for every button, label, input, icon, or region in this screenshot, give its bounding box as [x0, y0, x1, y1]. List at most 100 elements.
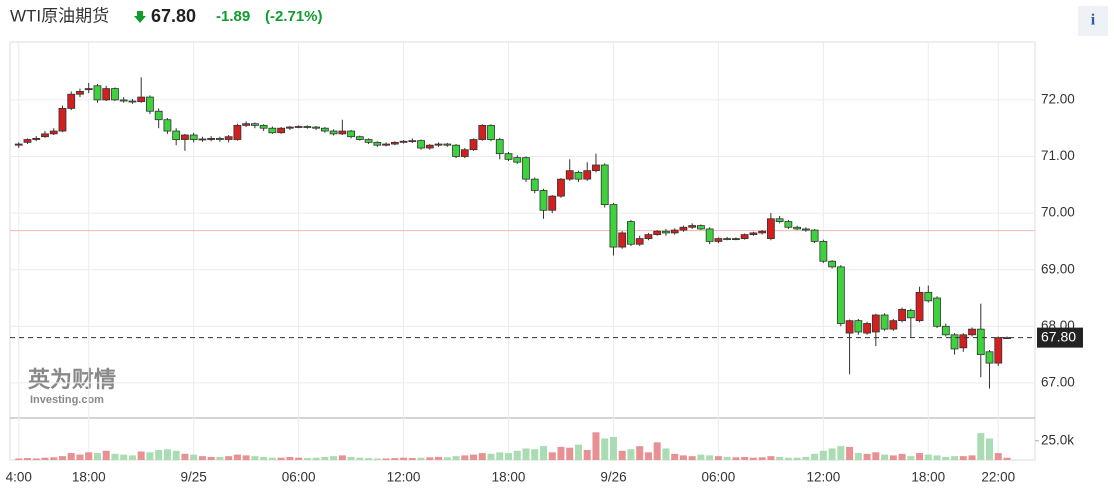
volume-bar	[916, 453, 924, 460]
last-price-label: 67.80	[1041, 328, 1076, 344]
volume-bar	[181, 453, 189, 460]
candle-body	[452, 144, 460, 157]
volume-bar	[373, 458, 381, 460]
volume-bar	[111, 453, 119, 460]
volume-bar	[408, 458, 416, 460]
volume-bar	[837, 446, 845, 460]
volume-bar	[977, 433, 985, 460]
volume-bar	[102, 450, 110, 460]
volume-bar	[163, 449, 171, 460]
candle-body	[758, 230, 767, 234]
candle-body	[959, 334, 968, 349]
x-tick-label: 22:00	[981, 470, 1015, 485]
candle-body	[312, 126, 321, 129]
candle-body	[784, 221, 793, 228]
y-tick-label: 71.00	[1041, 148, 1075, 163]
volume-bar	[802, 456, 810, 460]
candle-body	[14, 143, 23, 146]
volume-bar	[539, 446, 547, 460]
volume-bar	[601, 438, 609, 460]
candle-body	[364, 139, 373, 143]
volume-bar	[583, 450, 591, 460]
info-icon[interactable]: i	[1091, 12, 1096, 29]
x-tick-label: 18:00	[492, 470, 526, 485]
volume-bar	[41, 457, 49, 460]
candle-body	[84, 88, 93, 91]
volume-bar	[15, 458, 23, 460]
volume-bar	[23, 458, 31, 460]
volume-bar	[225, 456, 233, 460]
volume-bar	[679, 455, 687, 460]
volume-bar	[505, 453, 513, 460]
last-price-box	[1037, 327, 1083, 348]
volume-bar	[347, 456, 355, 460]
candle-body	[618, 232, 627, 248]
candle-body	[390, 141, 399, 145]
volume-bar	[391, 458, 399, 460]
candle-body	[460, 149, 469, 157]
y-tick-label: 69.00	[1041, 261, 1075, 276]
volume-bar	[662, 448, 670, 460]
volume-bar	[627, 449, 635, 460]
volume-bar	[994, 453, 1002, 460]
candle-body	[976, 328, 985, 356]
candle-body	[355, 136, 364, 140]
candle-body	[294, 126, 303, 128]
volume-bar	[452, 456, 460, 460]
candle-body	[548, 195, 557, 211]
candle-body	[49, 130, 58, 135]
candle-body	[565, 170, 574, 180]
candle-body	[740, 234, 749, 239]
candle-body	[320, 127, 329, 132]
candle-body	[863, 323, 871, 334]
volume-bar	[697, 454, 705, 460]
title: WTI原油期货	[10, 6, 109, 25]
candle-body	[723, 238, 732, 240]
candle-body	[530, 178, 539, 191]
volume-bar	[513, 450, 521, 460]
candle-body	[994, 337, 1003, 364]
candle-body	[32, 137, 41, 140]
candle-body	[338, 130, 347, 135]
volume-bar	[32, 458, 40, 460]
watermark: Investing.com	[30, 394, 104, 406]
volume-bar	[295, 457, 303, 460]
volume-bar	[435, 456, 443, 460]
y-tick-label: 70.00	[1041, 205, 1075, 220]
volume-bar	[242, 455, 250, 460]
volume-bar	[233, 454, 241, 460]
candle-body	[163, 119, 172, 132]
candle-body	[303, 126, 312, 128]
volume-bar	[216, 456, 224, 460]
volume-bar	[889, 455, 897, 460]
candle-body	[434, 143, 443, 146]
candle-body	[329, 130, 338, 135]
volume-bar	[653, 442, 661, 460]
candle-body	[679, 226, 688, 231]
candle-body	[539, 190, 548, 211]
volume-bar	[93, 453, 101, 460]
volume-bar	[767, 456, 775, 460]
volume-bar	[951, 456, 959, 460]
candle-body	[495, 139, 504, 155]
volume-bar	[522, 448, 530, 460]
volume-bar	[58, 456, 66, 460]
info-button[interactable]	[1078, 6, 1108, 36]
candle-body	[189, 134, 198, 140]
candle-body	[880, 314, 889, 330]
volume-bar	[85, 452, 93, 460]
candle-body	[766, 218, 775, 239]
volume-bar	[706, 455, 714, 460]
volume-bar	[819, 450, 827, 460]
x-tick-label: 12:00	[387, 470, 421, 485]
volume-bar	[365, 458, 373, 460]
volume-bar	[338, 455, 346, 460]
candle-body	[714, 238, 723, 242]
candle-body	[898, 308, 906, 322]
candle-body	[41, 133, 49, 138]
volume-bar	[741, 456, 749, 460]
volume-tick-label: 25.0k	[1041, 432, 1074, 447]
x-tick-label: 18:00	[911, 470, 945, 485]
volume-bar	[321, 456, 329, 460]
